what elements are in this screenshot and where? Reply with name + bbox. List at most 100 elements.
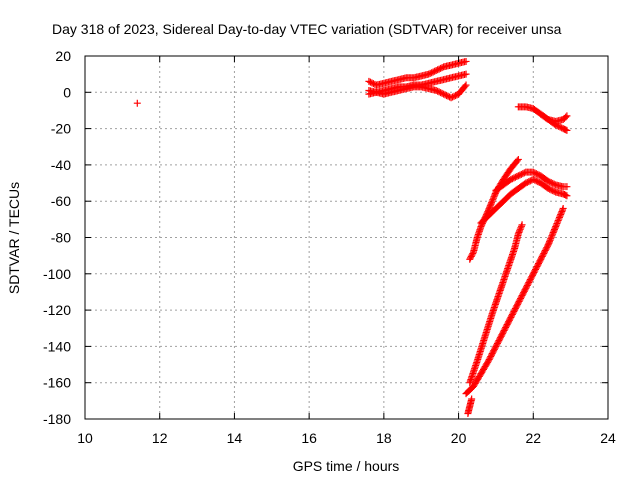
x-tick-label: 10 xyxy=(77,430,93,446)
data-point xyxy=(545,238,553,246)
data-point xyxy=(534,178,542,186)
data-point xyxy=(487,200,495,208)
data-point xyxy=(547,186,555,194)
data-point xyxy=(529,168,537,176)
x-tick-label: 16 xyxy=(301,430,317,446)
data-point xyxy=(550,227,558,235)
data-point xyxy=(563,112,571,120)
data-point xyxy=(468,395,476,403)
grid-layer xyxy=(85,56,608,419)
y-tick-label: -40 xyxy=(51,157,71,173)
data-point xyxy=(516,225,524,233)
y-tick-label: -180 xyxy=(43,411,71,427)
data-point xyxy=(510,174,518,182)
data-point xyxy=(544,184,552,192)
data-point xyxy=(488,199,496,207)
data-point xyxy=(544,241,552,249)
data-point xyxy=(432,67,440,75)
data-point xyxy=(491,191,499,199)
data-point xyxy=(543,242,551,250)
data-point xyxy=(562,126,570,134)
data-point xyxy=(555,122,563,130)
data-point xyxy=(563,126,571,134)
y-tick-label: -100 xyxy=(43,266,71,282)
y-tick-label: -140 xyxy=(43,338,71,354)
data-point xyxy=(438,64,446,72)
data-point xyxy=(557,211,565,219)
data-point xyxy=(435,65,443,73)
data-point xyxy=(434,87,442,95)
data-point xyxy=(133,99,141,107)
data-point xyxy=(516,227,524,235)
data-point xyxy=(549,187,557,195)
data-point xyxy=(552,223,560,231)
data-point xyxy=(514,155,522,163)
data-point xyxy=(486,203,494,211)
data-point xyxy=(444,92,452,100)
data-point xyxy=(426,69,434,77)
data-point xyxy=(562,191,570,199)
data-point xyxy=(490,193,498,201)
data-point xyxy=(523,178,531,186)
data-point xyxy=(534,170,542,178)
data-point xyxy=(449,93,457,101)
data-point xyxy=(425,70,433,78)
data-point xyxy=(557,209,565,217)
data-point xyxy=(532,177,540,185)
data-point xyxy=(447,94,455,102)
data-point xyxy=(545,239,553,247)
data-point xyxy=(558,207,566,215)
data-point xyxy=(429,68,437,76)
data-point xyxy=(554,217,562,225)
data-point xyxy=(443,92,451,100)
data-point xyxy=(562,113,570,121)
data-point xyxy=(553,220,561,228)
data-series xyxy=(462,204,567,398)
data-point xyxy=(462,81,470,89)
data-point xyxy=(546,178,554,186)
data-point xyxy=(547,235,555,243)
chart-title: Day 318 of 2023, Sidereal Day-to-day VTE… xyxy=(52,21,562,37)
data-point xyxy=(440,90,448,98)
data-point xyxy=(556,123,564,131)
data-point xyxy=(547,179,555,187)
x-tick-label: 24 xyxy=(600,430,616,446)
y-tick-label: -60 xyxy=(51,193,71,209)
x-tick-label: 14 xyxy=(227,430,243,446)
data-point xyxy=(461,82,469,90)
data-point xyxy=(515,228,523,236)
data-point xyxy=(544,177,552,185)
data-point xyxy=(462,57,470,65)
data-point xyxy=(559,204,567,212)
data-point xyxy=(511,173,519,181)
data-point xyxy=(522,179,530,187)
data-point xyxy=(526,177,534,185)
data-point xyxy=(549,230,557,238)
y-tick-label: 20 xyxy=(55,48,71,64)
data-point xyxy=(437,89,445,97)
data-point xyxy=(514,230,522,238)
data-point xyxy=(556,212,564,220)
data-point xyxy=(517,222,525,230)
data-point xyxy=(489,196,497,204)
data-point xyxy=(559,206,567,214)
data-point xyxy=(428,69,436,77)
data-point xyxy=(552,221,560,229)
data-point xyxy=(550,180,558,188)
data-point xyxy=(437,64,445,72)
data-series xyxy=(492,168,571,194)
data-point xyxy=(469,249,477,257)
x-tick-label: 18 xyxy=(376,430,392,446)
data-series xyxy=(466,221,526,387)
data-point xyxy=(546,185,554,193)
data-point xyxy=(531,169,539,177)
data-point xyxy=(525,178,533,186)
data-marks xyxy=(133,57,571,418)
tick-layer: 10 12 14 16 18 20 22 24 20 0 -20 -40 -60 -80 -100 -120 -… xyxy=(43,48,616,446)
data-point xyxy=(550,226,558,234)
data-point xyxy=(441,91,449,99)
y-tick-label: -80 xyxy=(51,230,71,246)
x-tick-label: 12 xyxy=(152,430,168,446)
data-point xyxy=(548,232,556,240)
data-point xyxy=(513,157,521,165)
